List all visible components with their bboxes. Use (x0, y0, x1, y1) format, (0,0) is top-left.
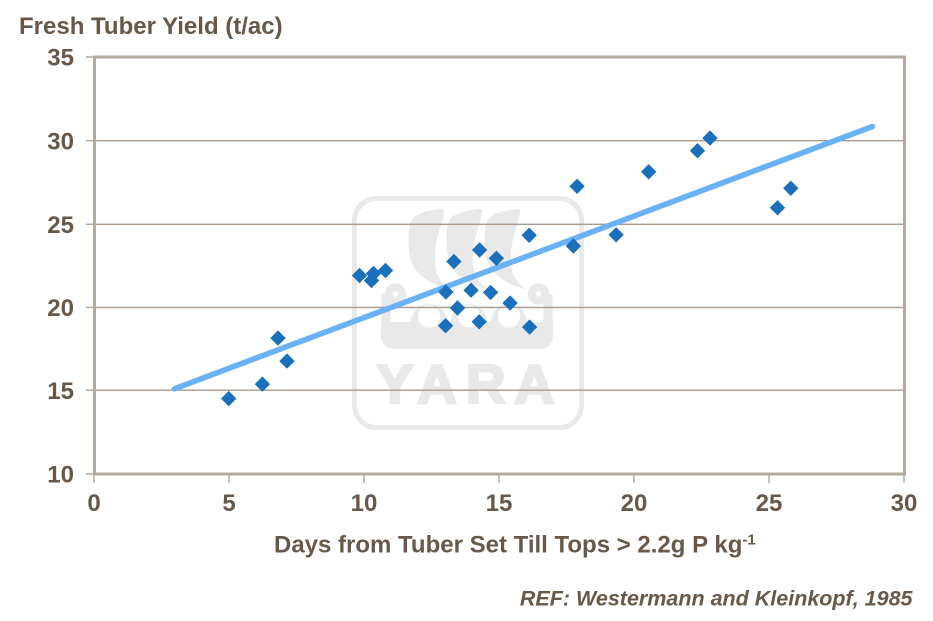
svg-text:10: 10 (351, 490, 378, 517)
svg-text:10: 10 (47, 461, 74, 488)
svg-text:30: 30 (47, 128, 74, 155)
svg-text:25: 25 (756, 490, 783, 517)
svg-text:YARA: YARA (377, 353, 564, 415)
svg-text:35: 35 (47, 45, 74, 72)
svg-text:Days from Tuber Set Till Tops: Days from Tuber Set Till Tops > 2.2g P k… (274, 532, 756, 559)
svg-text:0: 0 (87, 490, 100, 517)
svg-text:30: 30 (891, 490, 918, 517)
svg-text:Fresh Tuber Yield (t/ac): Fresh Tuber Yield (t/ac) (19, 13, 283, 40)
svg-text:15: 15 (486, 490, 513, 517)
svg-text:20: 20 (621, 490, 648, 517)
svg-text:REF: Westermann and Kleinkopf,: REF: Westermann and Kleinkopf, 1985 (520, 586, 914, 610)
svg-text:25: 25 (47, 212, 74, 239)
svg-text:20: 20 (47, 295, 74, 322)
svg-text:15: 15 (47, 378, 74, 405)
svg-text:5: 5 (222, 490, 235, 517)
